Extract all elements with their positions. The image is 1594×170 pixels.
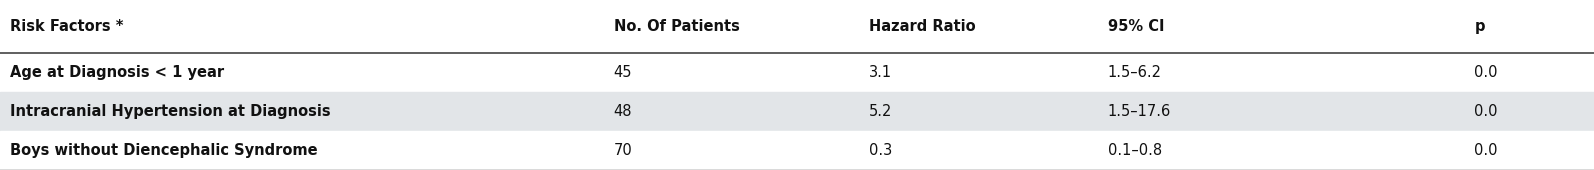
Text: 5.2: 5.2 — [869, 104, 893, 119]
Text: 1.5–17.6: 1.5–17.6 — [1108, 104, 1172, 119]
Text: 3.1: 3.1 — [869, 65, 893, 80]
Text: p: p — [1474, 19, 1486, 34]
Text: 0.3: 0.3 — [869, 143, 893, 158]
Text: 95% CI: 95% CI — [1108, 19, 1164, 34]
Text: Age at Diagnosis < 1 year: Age at Diagnosis < 1 year — [10, 65, 223, 80]
Text: 0.0: 0.0 — [1474, 143, 1498, 158]
Text: 70: 70 — [614, 143, 633, 158]
Text: Boys without Diencephalic Syndrome: Boys without Diencephalic Syndrome — [10, 143, 317, 158]
Text: 1.5–6.2: 1.5–6.2 — [1108, 65, 1162, 80]
Text: 0.0: 0.0 — [1474, 65, 1498, 80]
Text: 0.0: 0.0 — [1474, 104, 1498, 119]
Text: Risk Factors *: Risk Factors * — [10, 19, 123, 34]
Bar — [0, 92, 1594, 131]
Bar — [0, 131, 1594, 170]
Text: 45: 45 — [614, 65, 633, 80]
Text: No. Of Patients: No. Of Patients — [614, 19, 740, 34]
Text: 48: 48 — [614, 104, 633, 119]
Bar — [0, 53, 1594, 92]
Text: Hazard Ratio: Hazard Ratio — [869, 19, 976, 34]
Text: Intracranial Hypertension at Diagnosis: Intracranial Hypertension at Diagnosis — [10, 104, 330, 119]
Text: 0.1–0.8: 0.1–0.8 — [1108, 143, 1162, 158]
Bar — [0, 0, 1594, 53]
